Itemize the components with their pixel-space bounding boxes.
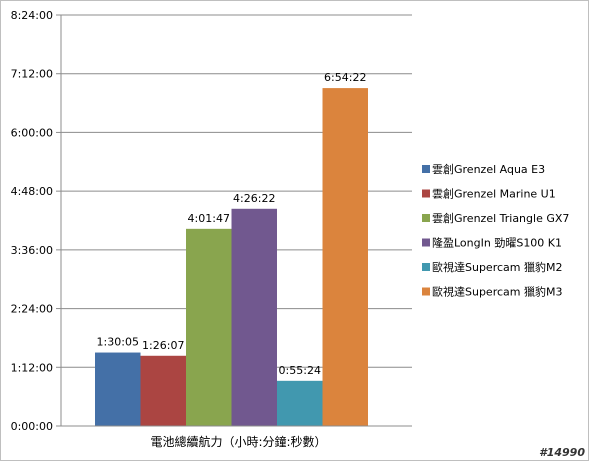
legend-swatch (422, 189, 430, 198)
bar (186, 228, 232, 426)
y-axis-ticks: 0:00:00 1:12:00 2:24:00 3:36:00 4:48:00 6:00:… (11, 9, 61, 433)
y-tick-label: 7:12:00 (11, 68, 53, 81)
y-tick-label: 8:24:00 (11, 9, 53, 22)
legend-swatch (422, 263, 430, 271)
y-tick-label: 3:36:00 (11, 244, 53, 257)
y-tick-label: 2:24:00 (11, 303, 53, 316)
y-tick-label: 0:00:00 (11, 420, 53, 433)
legend-swatch (422, 165, 430, 173)
legend-entry: 雲創Grenzel Aqua E3 (432, 162, 545, 176)
bar (231, 208, 277, 426)
legend-entry: 歐視達Supercam 獵豹M2 (432, 260, 562, 274)
data-label: 0:55:24 (279, 364, 321, 377)
watermark: #14990 (539, 446, 585, 459)
legend-entry: 隆盈LongIn 勁曜S100 K1 (432, 236, 562, 250)
legend: 雲創Grenzel Aqua E3 雲創Grenzel Marine U1 雲創Gr… (422, 162, 569, 299)
x-axis-label: 電池總續航力（小時:分鐘:秒數） (150, 434, 326, 449)
legend-swatch (422, 287, 430, 296)
data-labels: 1:30:05 1:26:07 4:01:474:26:22 0:55:24 6:54:… (97, 71, 367, 377)
legend-entry: 歐視達Supercam 獵豹M3 (432, 285, 562, 299)
data-label: 6:54:22 (324, 71, 366, 84)
y-tick-label: 6:00:00 (11, 126, 53, 139)
bars (95, 88, 368, 427)
data-label: 1:26:07 (142, 339, 184, 352)
bar (322, 88, 368, 427)
bar (277, 380, 323, 426)
legend-swatch (422, 214, 430, 222)
axes (60, 15, 412, 427)
data-label: 4:26:22 (233, 192, 275, 205)
bar (140, 355, 186, 426)
data-label: 4:01:47 (188, 212, 230, 225)
y-tick-label: 1:12:00 (11, 361, 53, 374)
legend-swatch (422, 238, 430, 247)
bar (95, 352, 141, 426)
legend-entry: 雲創Grenzel Marine U1 (432, 187, 556, 201)
y-tick-label: 4:48:00 (11, 185, 53, 198)
legend-entry: 雲創Grenzel Triangle GX7 (432, 211, 569, 225)
data-label: 1:30:05 (97, 336, 139, 349)
